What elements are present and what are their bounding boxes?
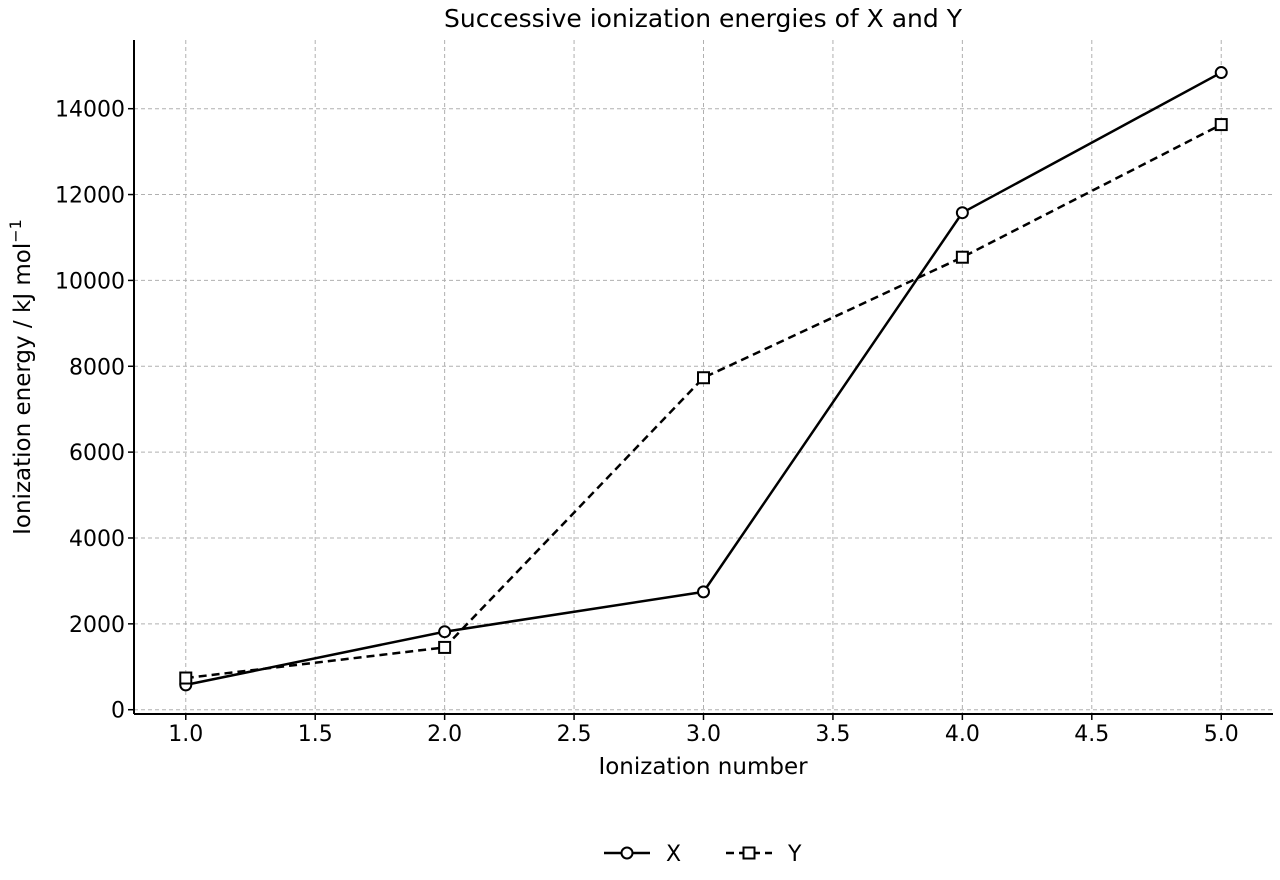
x-tick-label: 2.0 bbox=[427, 722, 462, 747]
x-tick-label: 1.5 bbox=[298, 722, 333, 747]
data-point-x bbox=[438, 625, 452, 639]
grid-lines bbox=[134, 40, 1273, 714]
series-y bbox=[179, 118, 1228, 685]
series-line-y bbox=[185, 123, 1222, 680]
data-point-x bbox=[697, 585, 710, 599]
x-tick-label: 3.5 bbox=[815, 722, 850, 747]
y-axis-title-superscript: −1 bbox=[6, 219, 25, 243]
y-tick-label: 8000 bbox=[69, 355, 125, 380]
x-tick-label: 2.5 bbox=[557, 722, 592, 747]
data-point-y bbox=[955, 250, 969, 264]
legend-marker-y bbox=[742, 846, 756, 860]
data-point-x bbox=[1214, 66, 1228, 80]
data-point-x bbox=[955, 206, 969, 220]
y-tick-label: 0 bbox=[111, 699, 125, 724]
legend-label-x: X bbox=[666, 842, 681, 867]
y-tick-label: 10000 bbox=[55, 269, 125, 294]
y-axis-ticks: 0 2000 4000 6000 8000 10000 12000 14000 bbox=[55, 98, 134, 724]
y-tick-label: 4000 bbox=[69, 527, 125, 552]
y-tick-label: 14000 bbox=[55, 98, 125, 123]
x-tick-label: 4.5 bbox=[1074, 722, 1109, 747]
y-axis-title: Ionization energy / kJ mol−1 bbox=[6, 219, 36, 535]
x-tick-label: 4.0 bbox=[945, 722, 980, 747]
x-tick-label: 5.0 bbox=[1204, 722, 1239, 747]
legend-marker-x bbox=[620, 846, 634, 860]
legend-item-x: X bbox=[604, 842, 681, 867]
series-layer bbox=[179, 66, 1228, 692]
series-x bbox=[179, 66, 1228, 692]
legend-item-y: Y bbox=[726, 842, 802, 867]
data-point-y bbox=[438, 640, 452, 654]
legend-label-y: Y bbox=[787, 842, 802, 867]
data-point-y bbox=[697, 371, 710, 385]
x-tick-label: 1.0 bbox=[168, 722, 203, 747]
data-point-y bbox=[179, 671, 193, 685]
y-tick-label: 2000 bbox=[69, 613, 125, 638]
data-point-y bbox=[1214, 118, 1228, 132]
y-tick-label: 12000 bbox=[55, 184, 125, 209]
x-axis-ticks: 1.0 1.5 2.0 2.5 3.0 3.5 4.0 4.5 5.0 bbox=[168, 714, 1239, 747]
y-tick-label: 6000 bbox=[69, 441, 125, 466]
x-axis-title: Ionization number bbox=[598, 754, 808, 780]
x-tick-label: 3.0 bbox=[686, 722, 721, 747]
chart-title: Successive ionization energies of X and … bbox=[444, 4, 963, 33]
y-axis-title-main: Ionization energy / kJ mol bbox=[10, 243, 36, 535]
